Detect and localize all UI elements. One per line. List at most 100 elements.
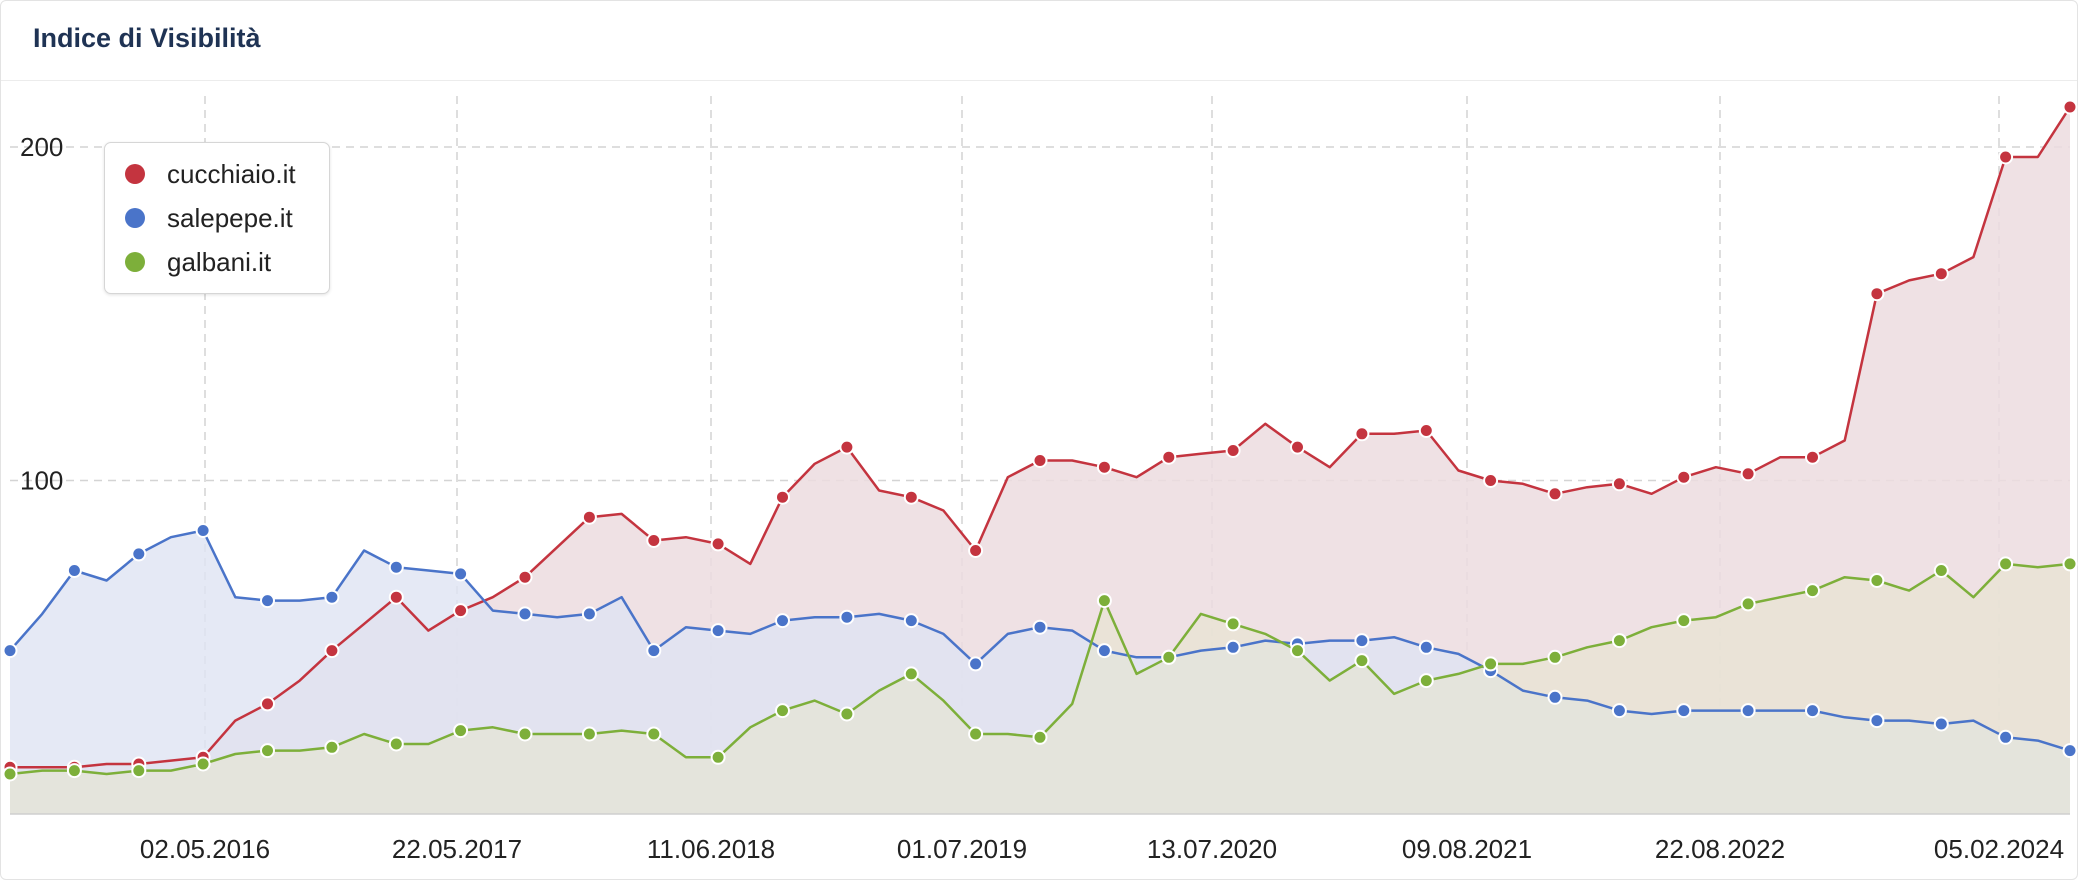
point-cucchiaio xyxy=(324,643,340,659)
point-salepepe xyxy=(1547,689,1563,705)
x-tick-label: 01.07.2019 xyxy=(897,834,1027,864)
legend-label-cucchiaio: cucchiaio.it xyxy=(167,158,296,189)
point-cucchiaio xyxy=(1354,426,1370,442)
x-tick-label: 22.08.2022 xyxy=(1655,834,1785,864)
point-salepepe xyxy=(195,523,211,538)
point-salepepe xyxy=(388,559,404,575)
legend-item-salepepe[interactable]: salepepe.it xyxy=(125,196,293,240)
point-cucchiaio xyxy=(388,589,404,605)
point-salepepe xyxy=(1869,713,1885,729)
point-salepepe xyxy=(1676,703,1692,719)
point-galbani xyxy=(1096,593,1112,609)
legend-marker-salepepe xyxy=(125,208,145,228)
x-tick-label: 02.05.2016 xyxy=(140,834,270,864)
chart-title: Indice di Visibilità xyxy=(33,23,261,53)
point-cucchiaio xyxy=(1547,486,1563,502)
legend-label-galbani: galbani.it xyxy=(167,246,272,277)
point-salepepe xyxy=(710,623,726,639)
point-cucchiaio xyxy=(260,696,275,712)
point-salepepe xyxy=(66,563,82,578)
point-cucchiaio xyxy=(1225,443,1241,458)
point-cucchiaio xyxy=(517,569,533,585)
point-galbani xyxy=(131,763,147,779)
point-salepepe xyxy=(646,643,662,659)
point-cucchiaio xyxy=(1418,423,1434,438)
point-cucchiaio xyxy=(1933,266,1949,282)
point-cucchiaio xyxy=(1483,473,1499,488)
point-salepepe xyxy=(1418,639,1434,655)
point-salepepe xyxy=(1032,619,1048,635)
point-salepepe xyxy=(453,566,469,582)
point-galbani xyxy=(517,726,533,742)
series-markers xyxy=(2,99,2078,782)
y-tick-label: 100 xyxy=(20,466,63,496)
point-galbani xyxy=(1611,633,1627,649)
point-salepepe xyxy=(1354,633,1370,649)
x-tick-label: 11.06.2018 xyxy=(647,834,775,864)
point-cucchiaio xyxy=(775,489,790,505)
point-galbani xyxy=(581,726,597,742)
point-galbani xyxy=(1032,729,1048,745)
point-salepepe xyxy=(581,606,597,622)
point-salepepe xyxy=(260,593,275,609)
legend-marker-cucchiaio xyxy=(125,164,145,184)
point-galbani xyxy=(1547,649,1563,665)
point-galbani xyxy=(646,726,662,742)
point-cucchiaio xyxy=(453,603,469,619)
point-cucchiaio xyxy=(581,509,597,525)
y-tick-label: 200 xyxy=(20,132,63,162)
point-galbani xyxy=(1805,583,1820,599)
point-galbani xyxy=(1161,649,1177,665)
point-cucchiaio xyxy=(1290,439,1305,455)
point-cucchiaio xyxy=(1611,476,1627,492)
point-galbani xyxy=(1676,613,1692,629)
point-galbani xyxy=(324,739,340,755)
x-tick-label: 09.08.2021 xyxy=(1402,834,1532,864)
point-salepepe xyxy=(1611,703,1627,719)
point-cucchiaio xyxy=(1032,453,1048,468)
point-galbani xyxy=(1225,616,1241,632)
point-galbani xyxy=(2,766,18,782)
point-salepepe xyxy=(2062,743,2078,759)
point-cucchiaio xyxy=(710,536,726,552)
point-cucchiaio xyxy=(1161,449,1177,465)
point-galbani xyxy=(1354,653,1370,669)
point-galbani xyxy=(1418,673,1434,689)
point-cucchiaio xyxy=(1676,469,1692,485)
axes: 100 200 02.05.2016 22.05.2017 11.06.2018 01.0… xyxy=(10,132,2070,864)
point-galbani xyxy=(775,703,790,719)
point-galbani xyxy=(1740,596,1756,612)
point-galbani xyxy=(2062,556,2078,572)
point-salepepe xyxy=(517,606,533,622)
point-salepepe xyxy=(1096,643,1112,659)
point-salepepe xyxy=(1933,716,1949,732)
point-salepepe xyxy=(839,609,855,625)
card-header: Indice di Visibilità xyxy=(1,1,2077,81)
legend-label-salepepe: salepepe.it xyxy=(167,202,293,233)
point-cucchiaio xyxy=(968,543,984,558)
point-cucchiaio xyxy=(1096,459,1112,475)
point-cucchiaio xyxy=(1869,286,1885,302)
x-tick-label: 13.07.2020 xyxy=(1147,834,1277,864)
point-galbani xyxy=(66,763,82,779)
legend-item-cucchiaio[interactable]: cucchiaio.it xyxy=(125,152,296,196)
point-cucchiaio xyxy=(1740,466,1756,482)
point-galbani xyxy=(968,726,984,742)
point-cucchiaio xyxy=(2062,99,2078,115)
point-galbani xyxy=(839,706,855,722)
point-cucchiaio xyxy=(903,489,919,505)
point-cucchiaio xyxy=(646,533,662,548)
point-salepepe xyxy=(131,546,147,562)
legend-item-galbani[interactable]: galbani.it xyxy=(125,240,271,284)
point-salepepe xyxy=(1225,639,1241,655)
x-tick-label: 22.05.2017 xyxy=(392,834,522,864)
point-salepepe xyxy=(1740,703,1756,719)
point-galbani xyxy=(903,666,919,682)
point-galbani xyxy=(260,743,275,759)
point-salepepe xyxy=(1998,729,2014,745)
point-galbani xyxy=(1933,563,1949,578)
area-galbani xyxy=(10,563,2070,814)
point-salepepe xyxy=(324,589,340,605)
point-salepepe xyxy=(775,613,790,629)
